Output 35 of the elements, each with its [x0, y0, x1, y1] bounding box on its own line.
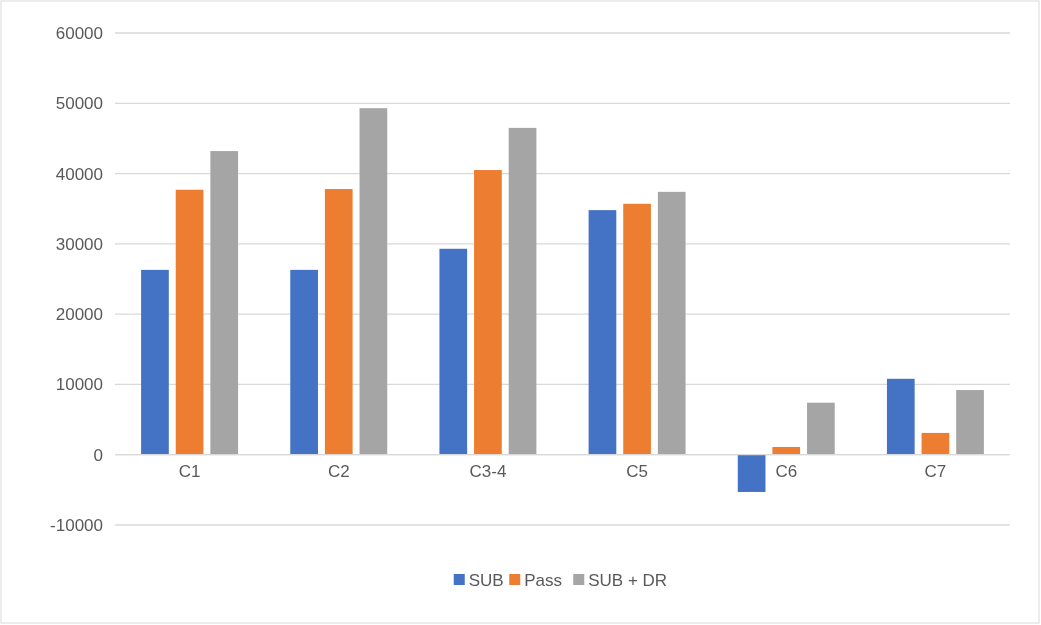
- bar: [886, 378, 915, 455]
- x-tick-label: C3-4: [469, 461, 507, 481]
- legend-label: SUB: [468, 570, 504, 590]
- x-tick-label: C6: [775, 461, 798, 481]
- bar: [657, 191, 686, 455]
- bar: [737, 454, 766, 492]
- y-tick-label: 50000: [55, 94, 103, 114]
- bar: [921, 432, 950, 455]
- bar: [141, 269, 169, 455]
- bar: [290, 269, 318, 455]
- y-tick-label: 20000: [55, 305, 103, 325]
- y-tick-label: 40000: [55, 164, 103, 184]
- x-tick-label: C2: [327, 461, 350, 481]
- y-tick-label: 0: [93, 445, 103, 465]
- bar: [175, 189, 204, 455]
- y-tick-label: 60000: [55, 23, 103, 43]
- bar: [210, 151, 239, 455]
- y-tick-label: -10000: [50, 515, 103, 535]
- bar: [439, 248, 468, 455]
- legend-label: Pass: [524, 570, 563, 590]
- bar: [359, 108, 388, 455]
- x-tick-label: C1: [178, 461, 201, 481]
- y-tick-label: 10000: [55, 375, 103, 395]
- bar: [772, 446, 801, 455]
- bar: [508, 127, 537, 455]
- bar: [956, 390, 984, 455]
- legend-label: SUB + DR: [588, 570, 668, 590]
- bar: [807, 402, 835, 455]
- bar: [324, 189, 353, 455]
- bar: [623, 203, 651, 455]
- bar: [588, 210, 617, 455]
- y-tick-label: 30000: [55, 234, 103, 254]
- bar: [474, 170, 502, 455]
- x-tick-label: C5: [626, 461, 648, 481]
- x-tick-label: C7: [924, 461, 947, 481]
